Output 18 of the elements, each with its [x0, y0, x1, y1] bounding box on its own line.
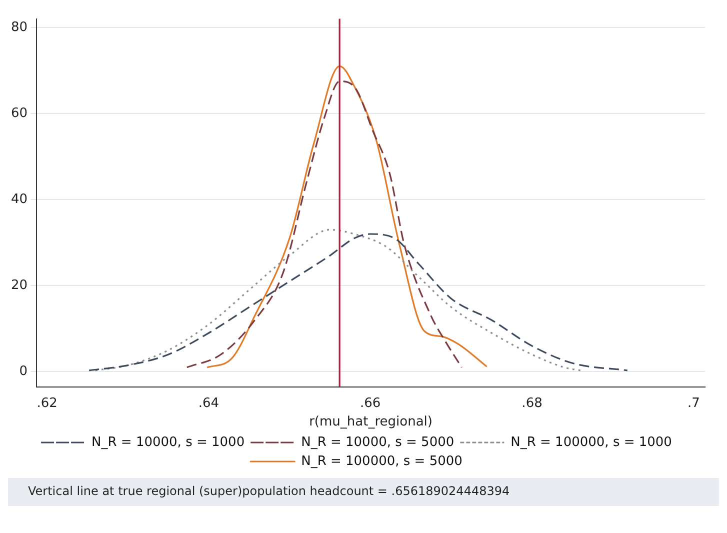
x-tick-label: .64 — [198, 396, 220, 411]
legend-label: N_R = 10000, s = 1000 — [92, 434, 245, 450]
x-tick-label: .7 — [687, 396, 700, 411]
legend-label: N_R = 100000, s = 5000 — [301, 454, 462, 469]
x-tick-label: .62 — [36, 396, 58, 411]
x-tick-label: .66 — [360, 396, 381, 411]
legend-label: N_R = 100000, s = 1000 — [510, 434, 672, 450]
x-axis-title: r(mu_hat_regional) — [309, 414, 432, 430]
x-tick-label: .68 — [522, 396, 542, 411]
legend-label: N_R = 10000, s = 5000 — [301, 434, 454, 450]
y-tick-label: 40 — [10, 192, 28, 207]
y-tick-label: 20 — [10, 278, 28, 294]
line-series — [186, 80, 463, 368]
text: Vertical line at true regional (super)population headcount = .656189024448394 — [27, 483, 511, 500]
y-tick-label: 60 — [10, 106, 28, 121]
y-tick-label: 80 — [10, 20, 28, 35]
line-series — [206, 65, 488, 368]
y-tick-label: 0 — [19, 364, 28, 380]
